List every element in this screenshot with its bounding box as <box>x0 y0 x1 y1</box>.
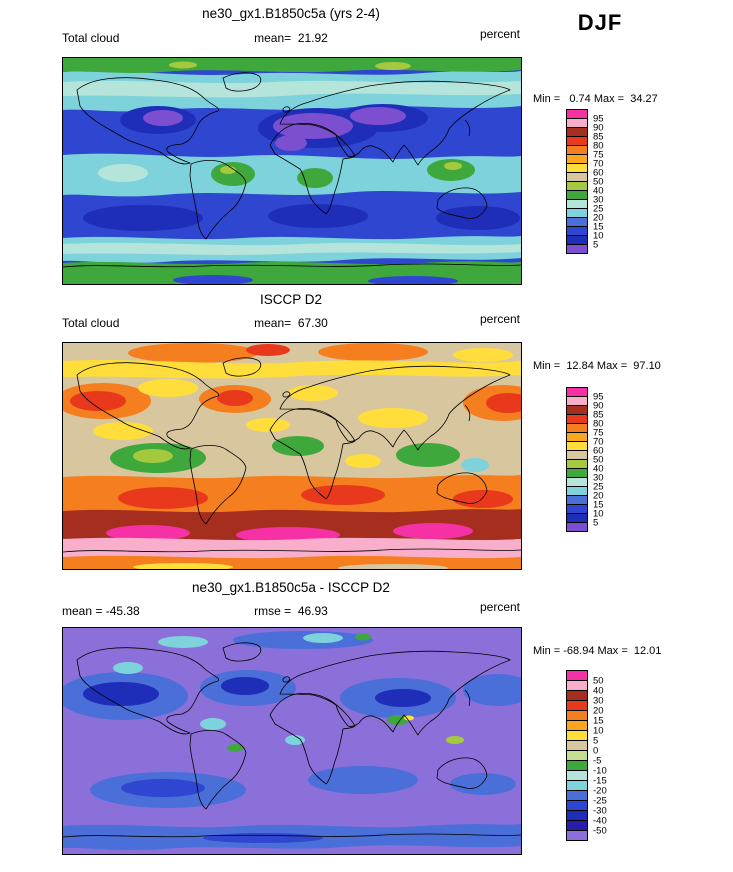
panel-obs-minmax: Min = 12.84 Max = 97.10 <box>533 360 661 372</box>
panel-obs-variable-label: Total cloud <box>62 316 120 330</box>
legend-label: 50 <box>593 675 604 687</box>
legend-label: 20 <box>593 490 604 502</box>
legend-label: 25 <box>593 481 604 493</box>
legend-label: 60 <box>593 167 604 179</box>
legend-label: 5 <box>593 239 599 251</box>
panel-diff-color-legend: 50 40 30 20 15 10 5 0 -5 -10 -15 -20 -25 -30 -40 -50 <box>566 670 646 841</box>
legend-label: -20 <box>593 785 607 797</box>
legend-label: 50 <box>593 176 604 188</box>
legend-label: 10 <box>593 508 604 520</box>
legend-label: 0 <box>593 745 599 757</box>
legend-label: 40 <box>593 185 604 197</box>
legend-label: 15 <box>593 499 604 511</box>
legend-label: 30 <box>593 194 604 206</box>
legend-label: -5 <box>593 755 602 767</box>
legend-label: 5 <box>593 735 599 747</box>
diff-cloud-map <box>63 628 521 854</box>
panel-obs-title: ISCCP D2 <box>259 292 323 307</box>
model-cloud-map <box>63 58 521 284</box>
legend-label: -40 <box>593 815 607 827</box>
panel-model-title: ne30_gx1.B1850c5a (yrs 2-4) <box>202 6 380 21</box>
legend-label: 15 <box>593 221 604 233</box>
panel-diff-mean-label: mean = -45.38 <box>62 604 140 618</box>
legend-color-box <box>566 522 588 532</box>
legend-label: 30 <box>593 695 604 707</box>
legend-label: 80 <box>593 140 604 152</box>
panel-diff-map <box>62 627 522 855</box>
panel-model-color-legend: 95 90 85 80 75 70 60 50 40 30 25 20 15 10 5 <box>566 109 646 254</box>
legend-label: 80 <box>593 418 604 430</box>
legend-label: 30 <box>593 472 604 484</box>
panel-model-units-label: percent <box>479 27 520 41</box>
obs-cloud-map <box>63 343 521 569</box>
legend-label: 85 <box>593 409 604 421</box>
legend-label: 5 <box>593 517 599 529</box>
panel-obs-units-label: percent <box>479 312 520 326</box>
panel-model-minmax: Min = 0.74 Max = 34.27 <box>533 93 658 105</box>
legend-color-box <box>566 830 588 841</box>
season-label: DJF <box>577 10 623 35</box>
legend-label: 15 <box>593 715 604 727</box>
panel-model-map <box>62 57 522 285</box>
legend-label: -15 <box>593 775 607 787</box>
legend-color-box <box>566 244 588 254</box>
panel-diff-minmax: Min = -68.94 Max = 12.01 <box>533 645 662 657</box>
legend-label: -10 <box>593 765 607 777</box>
legend-label: -25 <box>593 795 607 807</box>
panel-diff-title: ne30_gx1.B1850c5a - ISCCP D2 <box>192 580 390 595</box>
legend-label: 25 <box>593 203 604 215</box>
legend-label: 40 <box>593 463 604 475</box>
legend-label: 85 <box>593 131 604 143</box>
panel-model-mean-label: mean= 21.92 <box>254 31 328 45</box>
legend-label: 40 <box>593 685 604 697</box>
legend-label: 20 <box>593 212 604 224</box>
legend-label: 95 <box>593 113 604 125</box>
legend-label: 95 <box>593 391 604 403</box>
legend-label: 20 <box>593 705 604 717</box>
legend-label: -50 <box>593 825 607 837</box>
panel-diff-rmse-label: rmse = 46.93 <box>254 604 328 618</box>
panel-diff-units-label: percent <box>479 600 520 614</box>
legend-label: 75 <box>593 149 604 161</box>
legend-label: -30 <box>593 805 607 817</box>
legend-label: 90 <box>593 400 604 412</box>
legend-label: 70 <box>593 436 604 448</box>
legend-label: 10 <box>593 725 604 737</box>
legend-label: 90 <box>593 122 604 134</box>
panel-obs-map <box>62 342 522 570</box>
legend-label: 10 <box>593 230 604 242</box>
legend-label: 70 <box>593 158 604 170</box>
legend-label: 60 <box>593 445 604 457</box>
panel-obs-mean-label: mean= 67.30 <box>254 316 328 330</box>
legend-label: 50 <box>593 454 604 466</box>
panel-obs-color-legend: 95 90 85 80 75 70 60 50 40 30 25 20 15 10 5 <box>566 387 646 532</box>
legend-label: 75 <box>593 427 604 439</box>
panel-model-variable-label: Total cloud <box>62 31 120 45</box>
